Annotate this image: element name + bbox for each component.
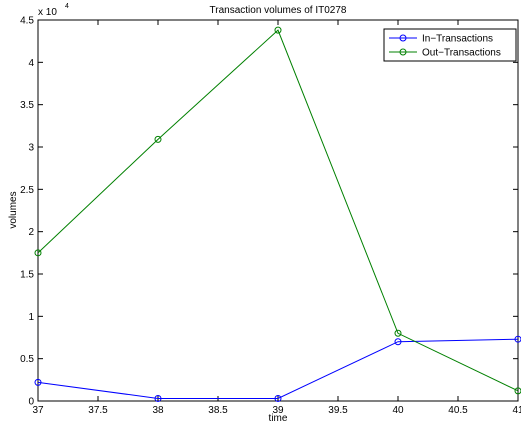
y-tick-label: 1: [28, 312, 34, 323]
y-multiplier: x 10: [38, 7, 57, 18]
legend-label: Out−Transactions: [422, 48, 501, 59]
x-tick-label: 38.5: [208, 405, 228, 416]
y-tick-label: 0.5: [20, 354, 34, 365]
legend-label: In−Transactions: [422, 34, 493, 45]
x-tick-label: 37: [32, 405, 44, 416]
marker: [154, 135, 162, 143]
x-tick-label: 40.5: [448, 405, 468, 416]
x-tick-label: 39.5: [328, 405, 348, 416]
marker: [274, 26, 282, 34]
y-tick-label: 2: [28, 227, 34, 238]
y-axis-label: volumes: [8, 191, 19, 228]
y-tick-label: 1.5: [20, 270, 34, 281]
y-tick-label: 2.5: [20, 185, 34, 196]
legend-marker: [399, 34, 407, 42]
series-line: [37, 29, 519, 392]
x-tick-label: 37.5: [88, 405, 108, 416]
marker: [274, 394, 282, 402]
marker: [394, 329, 402, 337]
x-tick-label: 39: [272, 405, 284, 416]
legend-box: [383, 28, 517, 62]
x-tick-label: 38: [152, 405, 164, 416]
legend-marker: [399, 48, 407, 56]
marker: [34, 378, 42, 386]
y-tick-label: 4: [28, 58, 34, 69]
chart-title: Transaction volumes of IT0278: [210, 5, 347, 16]
marker: [394, 338, 402, 346]
y-tick-label: 0: [28, 397, 34, 408]
marker: [34, 249, 42, 257]
marker: [514, 387, 521, 395]
y-multiplier-exponent: 4: [65, 3, 69, 10]
marker: [154, 394, 162, 402]
y-tick-label: 4.5: [20, 16, 34, 27]
series-line: [37, 338, 519, 399]
marker: [514, 335, 521, 343]
x-axis-label: time: [269, 413, 288, 424]
x-tick-label: 41: [512, 405, 521, 416]
x-tick-label: 40: [392, 405, 404, 416]
y-tick-label: 3.5: [20, 100, 34, 111]
y-tick-label: 3: [28, 143, 34, 154]
